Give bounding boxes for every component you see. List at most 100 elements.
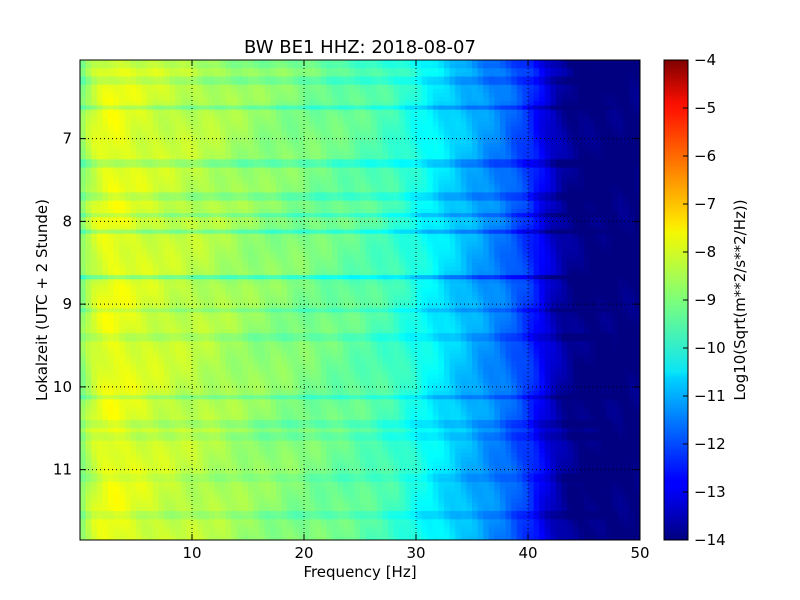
heatmap-cell xyxy=(108,180,114,185)
heatmap-cell xyxy=(220,80,226,86)
heatmap-cell xyxy=(231,229,238,235)
heatmap-cell xyxy=(365,101,372,106)
heatmap-cell xyxy=(119,134,126,140)
heatmap-cell xyxy=(220,138,226,144)
heatmap-cell xyxy=(80,208,86,214)
heatmap-cell xyxy=(253,84,260,90)
heatmap-cell xyxy=(539,117,546,123)
heatmap-cell xyxy=(220,258,226,264)
heatmap-cell xyxy=(477,72,484,77)
heatmap-cell xyxy=(309,221,316,226)
heatmap-cell xyxy=(242,200,249,206)
heatmap-cell xyxy=(612,72,618,77)
heatmap-cell xyxy=(388,171,394,177)
heatmap-cell xyxy=(236,254,243,260)
heatmap-cell xyxy=(488,196,495,202)
heatmap-cell xyxy=(572,250,579,255)
heatmap-cell xyxy=(494,229,501,235)
heatmap-cell xyxy=(298,72,305,77)
heatmap-cell xyxy=(102,72,109,77)
heatmap-cell xyxy=(80,192,86,197)
heatmap-cell xyxy=(539,126,546,131)
heatmap-cell xyxy=(147,151,154,156)
heatmap-cell xyxy=(332,184,338,189)
heatmap-cell xyxy=(96,113,103,119)
heatmap-cell xyxy=(91,208,98,214)
heatmap-cell xyxy=(186,233,193,239)
heatmap-cell xyxy=(253,180,260,185)
heatmap-cell xyxy=(242,101,249,106)
heatmap-cell xyxy=(393,126,400,131)
heatmap-cell xyxy=(511,117,518,123)
heatmap-cell xyxy=(102,134,109,140)
heatmap-cell xyxy=(124,208,131,214)
heatmap-cell xyxy=(421,130,428,135)
heatmap-cell xyxy=(572,105,579,111)
heatmap-cell xyxy=(567,213,574,218)
heatmap-cell xyxy=(455,171,462,177)
heatmap-cell xyxy=(511,213,518,218)
heatmap-cell xyxy=(208,101,215,106)
heatmap-cell xyxy=(477,196,484,202)
heatmap-cell xyxy=(382,200,389,206)
heatmap-cell xyxy=(113,217,120,222)
heatmap-cell xyxy=(91,101,98,106)
heatmap-cell xyxy=(298,171,305,177)
heatmap-cell xyxy=(147,171,154,177)
heatmap-cell xyxy=(561,72,568,77)
heatmap-cell xyxy=(360,250,366,255)
heatmap-cell xyxy=(203,146,210,152)
heatmap-cell xyxy=(164,225,170,231)
heatmap-cell xyxy=(528,113,534,119)
heatmap-cell xyxy=(589,134,596,140)
heatmap-cell xyxy=(147,126,154,131)
heatmap-cell xyxy=(522,117,529,123)
heatmap-cell xyxy=(617,151,624,156)
heatmap-cell xyxy=(556,250,562,255)
heatmap-cell xyxy=(203,68,210,73)
heatmap-cell xyxy=(281,76,288,82)
heatmap-cell xyxy=(432,76,439,82)
heatmap-cell xyxy=(488,242,495,247)
heatmap-cell xyxy=(544,88,551,94)
heatmap-cell xyxy=(102,101,109,106)
heatmap-cell xyxy=(528,246,534,251)
heatmap-cell xyxy=(528,88,534,94)
heatmap-cell xyxy=(164,93,170,98)
heatmap-cell xyxy=(477,113,484,119)
heatmap-cell xyxy=(455,122,462,127)
heatmap-cell xyxy=(427,221,434,226)
heatmap-cell xyxy=(416,188,422,193)
heatmap-cell xyxy=(80,109,86,115)
heatmap-cell xyxy=(483,196,490,202)
heatmap-cell xyxy=(432,68,439,73)
heatmap-cell xyxy=(169,126,176,131)
heatmap-cell xyxy=(343,217,350,222)
heatmap-cell xyxy=(225,167,232,173)
heatmap-cell xyxy=(455,130,462,135)
heatmap-cell xyxy=(124,72,131,77)
heatmap-cell xyxy=(102,159,109,164)
heatmap-cell xyxy=(561,254,568,260)
heatmap-cell xyxy=(371,60,378,65)
heatmap-cell xyxy=(136,97,142,102)
heatmap-cell xyxy=(186,101,193,106)
heatmap-cell xyxy=(634,204,640,210)
heatmap-cell xyxy=(483,117,490,123)
heatmap-cell xyxy=(208,258,215,264)
spectrogram-image xyxy=(80,60,640,540)
heatmap-cell xyxy=(130,72,137,77)
heatmap-cell xyxy=(276,84,282,90)
heatmap-cell xyxy=(348,155,355,160)
heatmap-cell xyxy=(214,126,221,131)
heatmap-cell xyxy=(96,221,103,226)
heatmap-cell xyxy=(96,84,103,90)
heatmap-cell xyxy=(516,93,523,98)
heatmap-cell xyxy=(197,130,204,135)
heatmap-cell xyxy=(556,192,562,197)
heatmap-cell xyxy=(416,101,422,106)
heatmap-cell xyxy=(231,68,238,73)
heatmap-cell xyxy=(628,60,635,65)
heatmap-cell xyxy=(421,254,428,260)
heatmap-cell xyxy=(102,192,109,197)
